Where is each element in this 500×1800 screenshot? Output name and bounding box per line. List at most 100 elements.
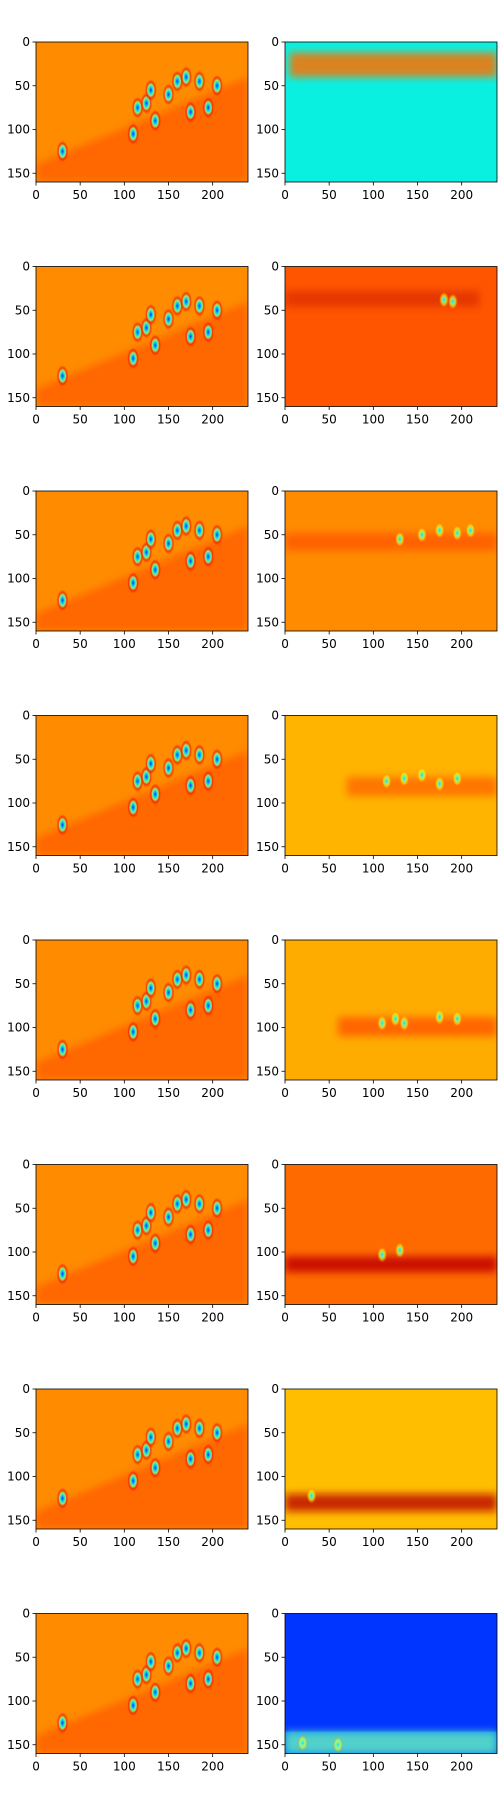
panel-r4-c1-hotspot-3 [144, 752, 157, 775]
panel-r5-c1-hotspot-7 [193, 968, 206, 991]
panel-r8-c2-frame [284, 1613, 498, 1754]
panel-r1-c2-xtick-label-100: 100 [362, 188, 385, 202]
panel-r7-c2-ytick-label-0: 0 [271, 1382, 279, 1396]
panel-r5-c1-hotspot-6 [180, 964, 193, 986]
panel-r2-c2-xtick-label-50: 50 [322, 413, 337, 427]
panel-r3-c1-hotspot-7 [193, 519, 206, 542]
panel-r5-c1-hotspot-3 [144, 977, 157, 1000]
panel-r4-c1-ytick-label-150: 150 [7, 840, 30, 854]
panel-r1-c1-hotspot-3 [144, 79, 157, 102]
panel-r5-c1-xtick-label-150: 150 [157, 1086, 180, 1100]
panel-r4-c1-xtick-label-50: 50 [73, 862, 88, 876]
panel-r1-c2-image [285, 42, 497, 182]
panel-r6-c1-ytick-label-50: 50 [15, 1201, 30, 1215]
panel-r6-c1-ytick-label-0: 0 [22, 1158, 30, 1172]
panel-r4-c1-hotspot-7 [193, 743, 206, 766]
panel-r8-c2-xtick-label-50: 50 [322, 1760, 337, 1774]
panel-r2-c2-ytick-label-150: 150 [256, 391, 279, 405]
panel-r5-c2-xtick-label-0: 0 [281, 1086, 289, 1100]
panel-r3-c2-xtick-label-100: 100 [362, 637, 385, 651]
panel-r7-c2-xtick-label-100: 100 [362, 1535, 385, 1549]
panel-r2-c1-hotspot-4 [162, 308, 175, 330]
panel-r5-c1: 0 50 100 150 200 0 50 100 150 [7, 933, 249, 1100]
panel-r6-c1-hotspot-4 [162, 1206, 175, 1228]
panel-r7-c1-hotspot-13 [56, 1487, 69, 1510]
panel-r7-c1-hotspot-6 [180, 1413, 193, 1435]
panel-r4-c1-xtick-label-0: 0 [32, 862, 40, 876]
panel-r3-c1-diagonal-band [36, 526, 248, 631]
panel-r3-c1-hotspot-9 [202, 545, 215, 568]
panel-r7-c1-hotspot-11 [149, 1456, 162, 1479]
panel-r6-c2-xtick-label-0: 0 [281, 1311, 289, 1325]
panel-r6-c1-hotspot-6 [180, 1188, 193, 1211]
panel-r7-c2-frame [284, 1388, 498, 1530]
panel-r8-c1: 0 50 100 150 200 0 50 100 150 [7, 1607, 249, 1774]
panel-r2-c2-ytick-label-50: 50 [264, 303, 279, 317]
panel-r2-c2-activation-band [285, 291, 480, 307]
panel-r5-c2-image [285, 940, 497, 1080]
panel-r5-c1-xtick-label-50: 50 [73, 1086, 88, 1100]
panel-r7-c1-frame [35, 1388, 249, 1530]
panel-r3-c1-frame [35, 490, 249, 632]
panel-r2-c2-hotspot-2 [447, 293, 458, 310]
panel-r7-c1-ytick-label-50: 50 [15, 1426, 30, 1440]
panel-r2-c1: 0 50 100 150 200 0 50 100 150 [7, 260, 249, 427]
panel-r8-c1-hotspot-3 [144, 1650, 157, 1673]
panel-r7-c1: 0 50 100 150 200 0 50 100 150 [7, 1382, 249, 1549]
panel-r3-c1-hotspot-6 [180, 515, 193, 537]
panel-r3-c2-hotspot-5 [465, 522, 476, 539]
panel-r6-c1-xtick-label-200: 200 [201, 1311, 224, 1325]
panel-r5-c2-frame [284, 939, 498, 1081]
panel-r8-c2-background [285, 1613, 497, 1754]
panel-r4-c1-ytick-label-50: 50 [15, 752, 30, 766]
panel-r1-c2-xtick-label-0: 0 [281, 188, 289, 202]
panel-r3-c1-ytick-label-50: 50 [15, 528, 30, 542]
panel-r1-c1-ytick-label-0: 0 [22, 35, 30, 49]
panel-r7-c1-xtick-label-200: 200 [201, 1535, 224, 1549]
panel-r7-c1-ytick-label-100: 100 [7, 1470, 30, 1484]
panel-r7-c1-diagonal-band [36, 1424, 248, 1529]
panel-r6-c2-xtick-label-200: 200 [450, 1311, 473, 1325]
panel-r8-c1-hotspot-13 [56, 1711, 69, 1734]
panel-r3-c2-frame [284, 490, 498, 632]
panel-r7-c2-image [285, 1389, 497, 1529]
panel-r5-c2-ytick-label-50: 50 [264, 977, 279, 991]
panel-r3-c1-hotspot-4 [162, 532, 175, 555]
panel-r2-c1-hotspot-6 [180, 290, 193, 313]
panel-r6-c1-diagonal-band [36, 1199, 248, 1305]
panel-r8-c2-hotspot-1 [297, 1735, 308, 1751]
panel-r8-c2-ytick-label-150: 150 [256, 1738, 279, 1752]
panel-r2-c2-frame [284, 266, 498, 407]
panel-r2-c2-xtick-label-100: 100 [362, 413, 385, 427]
panel-r8-c1-hotspot-7 [193, 1641, 206, 1664]
panel-r3-c2-xtick-label-150: 150 [406, 637, 429, 651]
panel-r5-c2-hotspot-5 [452, 1010, 463, 1027]
panel-r4-c1-image [36, 715, 248, 856]
panel-r7-c2-ytick-label-100: 100 [256, 1470, 279, 1484]
panel-r3-c1-image [36, 491, 248, 631]
panel-r1-c1-xtick-label-50: 50 [73, 188, 88, 202]
panel-r3-c1-hotspot-13 [56, 589, 69, 612]
panel-r8-c1-frame [35, 1613, 249, 1754]
panel-r1-c1-hotspot-8 [184, 101, 197, 123]
panel-r5-c1-hotspot-9 [202, 994, 215, 1017]
panel-r8-c2-xtick-label-0: 0 [281, 1760, 289, 1774]
panel-r6-c1-hotspot-13 [56, 1262, 69, 1285]
panel-r1-c1-hotspot-12 [211, 74, 224, 97]
panel-r5-c1-hotspot-4 [162, 981, 175, 1004]
panel-r6-c1-ytick-label-150: 150 [7, 1289, 30, 1303]
panel-r3-c1-hotspot-8 [184, 550, 197, 572]
panel-r7-c2-ytick-label-50: 50 [264, 1426, 279, 1440]
panel-r4-c2-xtick-label-200: 200 [450, 862, 473, 876]
panel-r4-c1-hotspot-11 [149, 783, 162, 806]
panel-r1-c1-hotspot-6 [180, 66, 193, 88]
panel-r4-c2-xtick-label-150: 150 [406, 862, 429, 876]
panel-r4-c2-ytick-label-0: 0 [271, 709, 279, 723]
panel-r4-c1-xtick-label-100: 100 [113, 862, 136, 876]
panel-r7-c2-hotspot-1 [306, 1487, 317, 1504]
panel-r8-c1-hotspot-4 [162, 1655, 175, 1677]
panel-r3-c2-activation-band [285, 533, 497, 551]
panel-r6-c1-hotspot-7 [193, 1192, 206, 1215]
panel-r1-c2-xtick-label-50: 50 [322, 188, 337, 202]
panel-r5-c1-hotspot-8 [184, 999, 197, 1021]
